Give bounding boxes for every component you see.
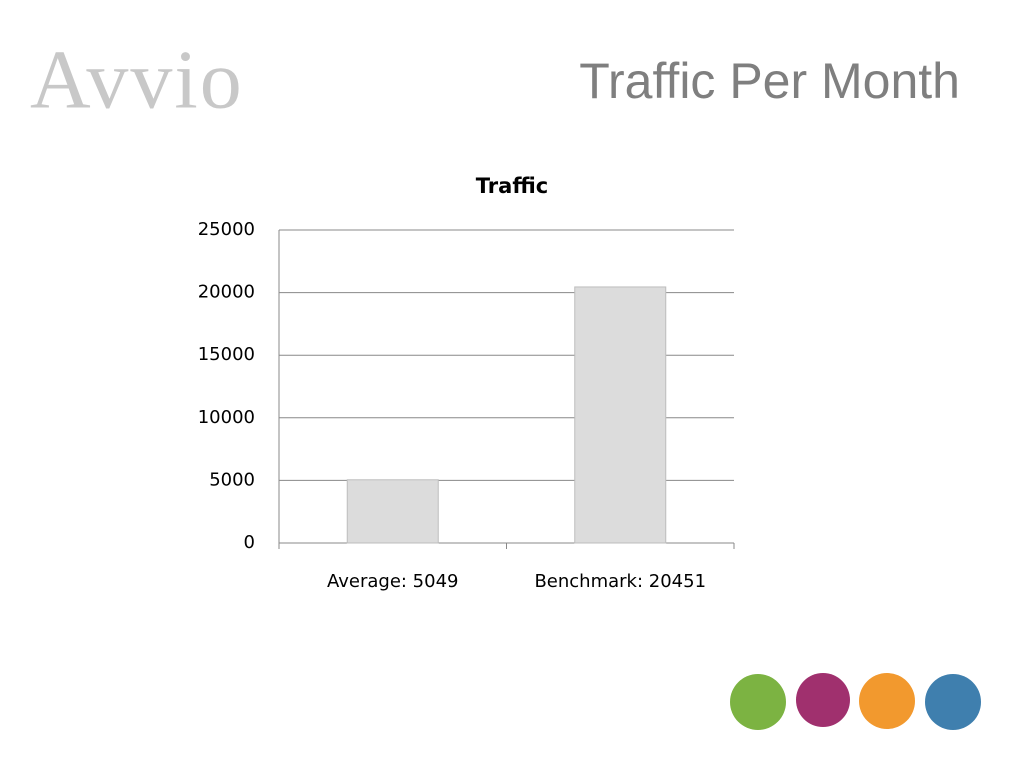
logo: Avvio (30, 33, 244, 126)
brand-icons (730, 673, 981, 730)
y-tick-label: 15000 (198, 344, 255, 365)
bar (346, 479, 439, 544)
icon-purple (796, 673, 850, 727)
x-tick-label: Average: 5049 (327, 571, 459, 592)
y-tick-label: 10000 (198, 407, 255, 428)
y-tick-label: 20000 (198, 282, 255, 303)
icon-green (730, 674, 786, 730)
y-tick-label: 0 (244, 532, 255, 553)
icon-blue (925, 674, 981, 730)
y-tick-label: 25000 (198, 219, 255, 240)
chart-title: Traffic (476, 174, 548, 198)
slide-title: Traffic Per Month (579, 53, 960, 109)
y-tick-label: 5000 (209, 469, 255, 490)
icon-orange (859, 673, 915, 729)
x-tick-label: Benchmark: 20451 (534, 571, 706, 592)
bar (574, 286, 667, 544)
